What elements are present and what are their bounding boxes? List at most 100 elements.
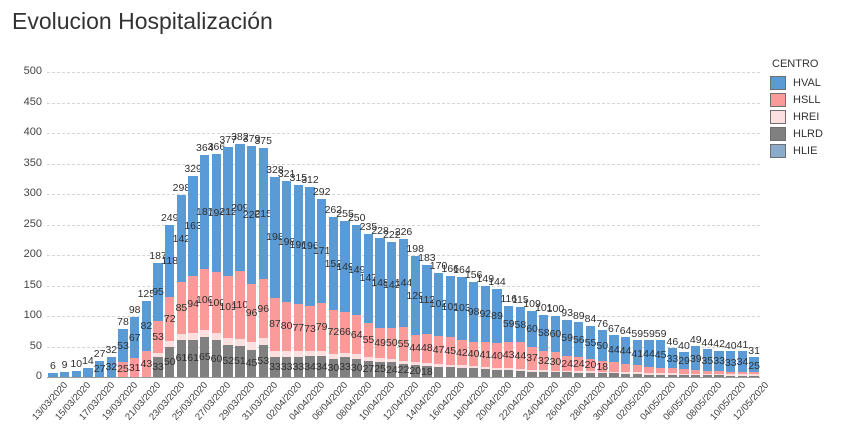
bar-column[interactable] (620, 72, 631, 377)
bar-column[interactable] (59, 72, 70, 377)
gridline (47, 194, 760, 195)
bar-segment-hrei (632, 372, 642, 374)
bar-column[interactable] (375, 72, 385, 377)
bar-column[interactable] (550, 72, 561, 377)
bar-segment-hsll (398, 327, 409, 361)
bar-column[interactable] (94, 72, 105, 377)
bar-segment-hsll (258, 279, 268, 338)
bar-segment-hsll (363, 323, 374, 357)
bar-segment-hsll (118, 361, 128, 377)
bar-segment-hlrd (410, 364, 420, 377)
bar-column[interactable] (515, 72, 526, 377)
bar-segment-hrei (597, 371, 607, 374)
bar-column[interactable] (597, 72, 607, 377)
bar-segment-hlrd (504, 370, 514, 377)
bar-column[interactable] (352, 72, 362, 377)
bar-column[interactable] (410, 72, 420, 377)
bar-segment-hlrd (597, 373, 607, 377)
bar-segment-hrei (492, 367, 502, 370)
bar-column[interactable] (328, 72, 339, 377)
bar-column[interactable] (468, 72, 479, 377)
bar-segment-hval (258, 148, 268, 280)
bar-column[interactable] (749, 72, 759, 377)
bar-column[interactable] (585, 72, 596, 377)
bar-column[interactable] (445, 72, 455, 377)
bar-segment-hlrd (550, 372, 561, 377)
bar-column[interactable] (667, 72, 677, 377)
bar-column[interactable] (527, 72, 537, 377)
bar-column[interactable] (539, 72, 549, 377)
legend-item-hsll[interactable]: HSLL (770, 93, 840, 107)
bar-column[interactable] (83, 72, 93, 377)
bar-column[interactable] (398, 72, 409, 377)
bar-column[interactable] (176, 72, 187, 377)
bar-column[interactable] (574, 72, 584, 377)
bar-column[interactable] (118, 72, 128, 377)
bar-column[interactable] (71, 72, 81, 377)
bar-column[interactable] (644, 72, 654, 377)
bar-segment-hrei (176, 333, 187, 340)
bar-column[interactable] (317, 72, 327, 377)
bar-stack (539, 315, 549, 377)
bar-segment-hval (468, 281, 479, 342)
legend-item-hlie[interactable]: HLIE (770, 144, 840, 158)
bar-column[interactable] (737, 72, 748, 377)
bar-column[interactable] (200, 72, 210, 377)
bar-stack (293, 184, 303, 377)
bar-column[interactable] (281, 72, 292, 377)
bar-column[interactable] (726, 72, 736, 377)
bar-column[interactable] (363, 72, 374, 377)
bar-column[interactable] (387, 72, 397, 377)
bar-column[interactable] (235, 72, 245, 377)
bar-segment-hsll (515, 342, 526, 370)
legend-item-hval[interactable]: HVAL (770, 76, 840, 90)
bar-column[interactable] (457, 72, 467, 377)
bar-column[interactable] (632, 72, 642, 377)
bar-column[interactable] (562, 72, 572, 377)
bar-column[interactable] (679, 72, 689, 377)
bar-stack (165, 225, 175, 377)
bar-segment-hval (363, 233, 374, 324)
gridline (47, 72, 760, 73)
bar-segment-hlrd (492, 369, 502, 377)
bar-segment-hlrd (305, 356, 315, 377)
legend-item-hlrd[interactable]: HLRD (770, 127, 840, 141)
bar-segment-hrei (749, 374, 759, 376)
bar-column[interactable] (165, 72, 175, 377)
bar-column[interactable] (270, 72, 280, 377)
bar-column[interactable] (223, 72, 233, 377)
bar-column[interactable] (246, 72, 257, 377)
bar-column[interactable] (188, 72, 198, 377)
bar-column[interactable] (609, 72, 619, 377)
bar-column[interactable] (714, 72, 724, 377)
bar-column[interactable] (340, 72, 350, 377)
bar-segment-hsll (749, 372, 759, 374)
bar-column[interactable] (48, 72, 58, 377)
bar-segment-hlrd (609, 373, 619, 377)
bar-column[interactable] (480, 72, 490, 377)
bar-column[interactable] (129, 72, 140, 377)
bar-column[interactable] (153, 72, 163, 377)
page-title: Evolucion Hospitalización (12, 8, 273, 34)
bar-column[interactable] (422, 72, 432, 377)
bar-column[interactable] (305, 72, 315, 377)
bar-stack (270, 176, 280, 377)
bar-column[interactable] (433, 72, 444, 377)
bar-column[interactable] (258, 72, 268, 377)
bar-segment-hval (118, 329, 128, 362)
bar-column[interactable] (504, 72, 514, 377)
bar-column[interactable] (691, 72, 701, 377)
legend-item-hrei[interactable]: HREI (770, 110, 840, 124)
bar-column[interactable] (293, 72, 303, 377)
bar-column[interactable] (702, 72, 713, 377)
bar-stack (188, 176, 198, 377)
bar-column[interactable] (655, 72, 666, 377)
bar-stack (433, 273, 444, 377)
bar-segment-hlrd (165, 346, 175, 377)
bar-segment-hsll (504, 342, 514, 369)
bar-column[interactable] (211, 72, 222, 377)
bar-segment-hrei (165, 341, 175, 347)
bar-column[interactable] (492, 72, 502, 377)
bar-column[interactable] (106, 72, 116, 377)
bar-column[interactable] (141, 72, 152, 377)
